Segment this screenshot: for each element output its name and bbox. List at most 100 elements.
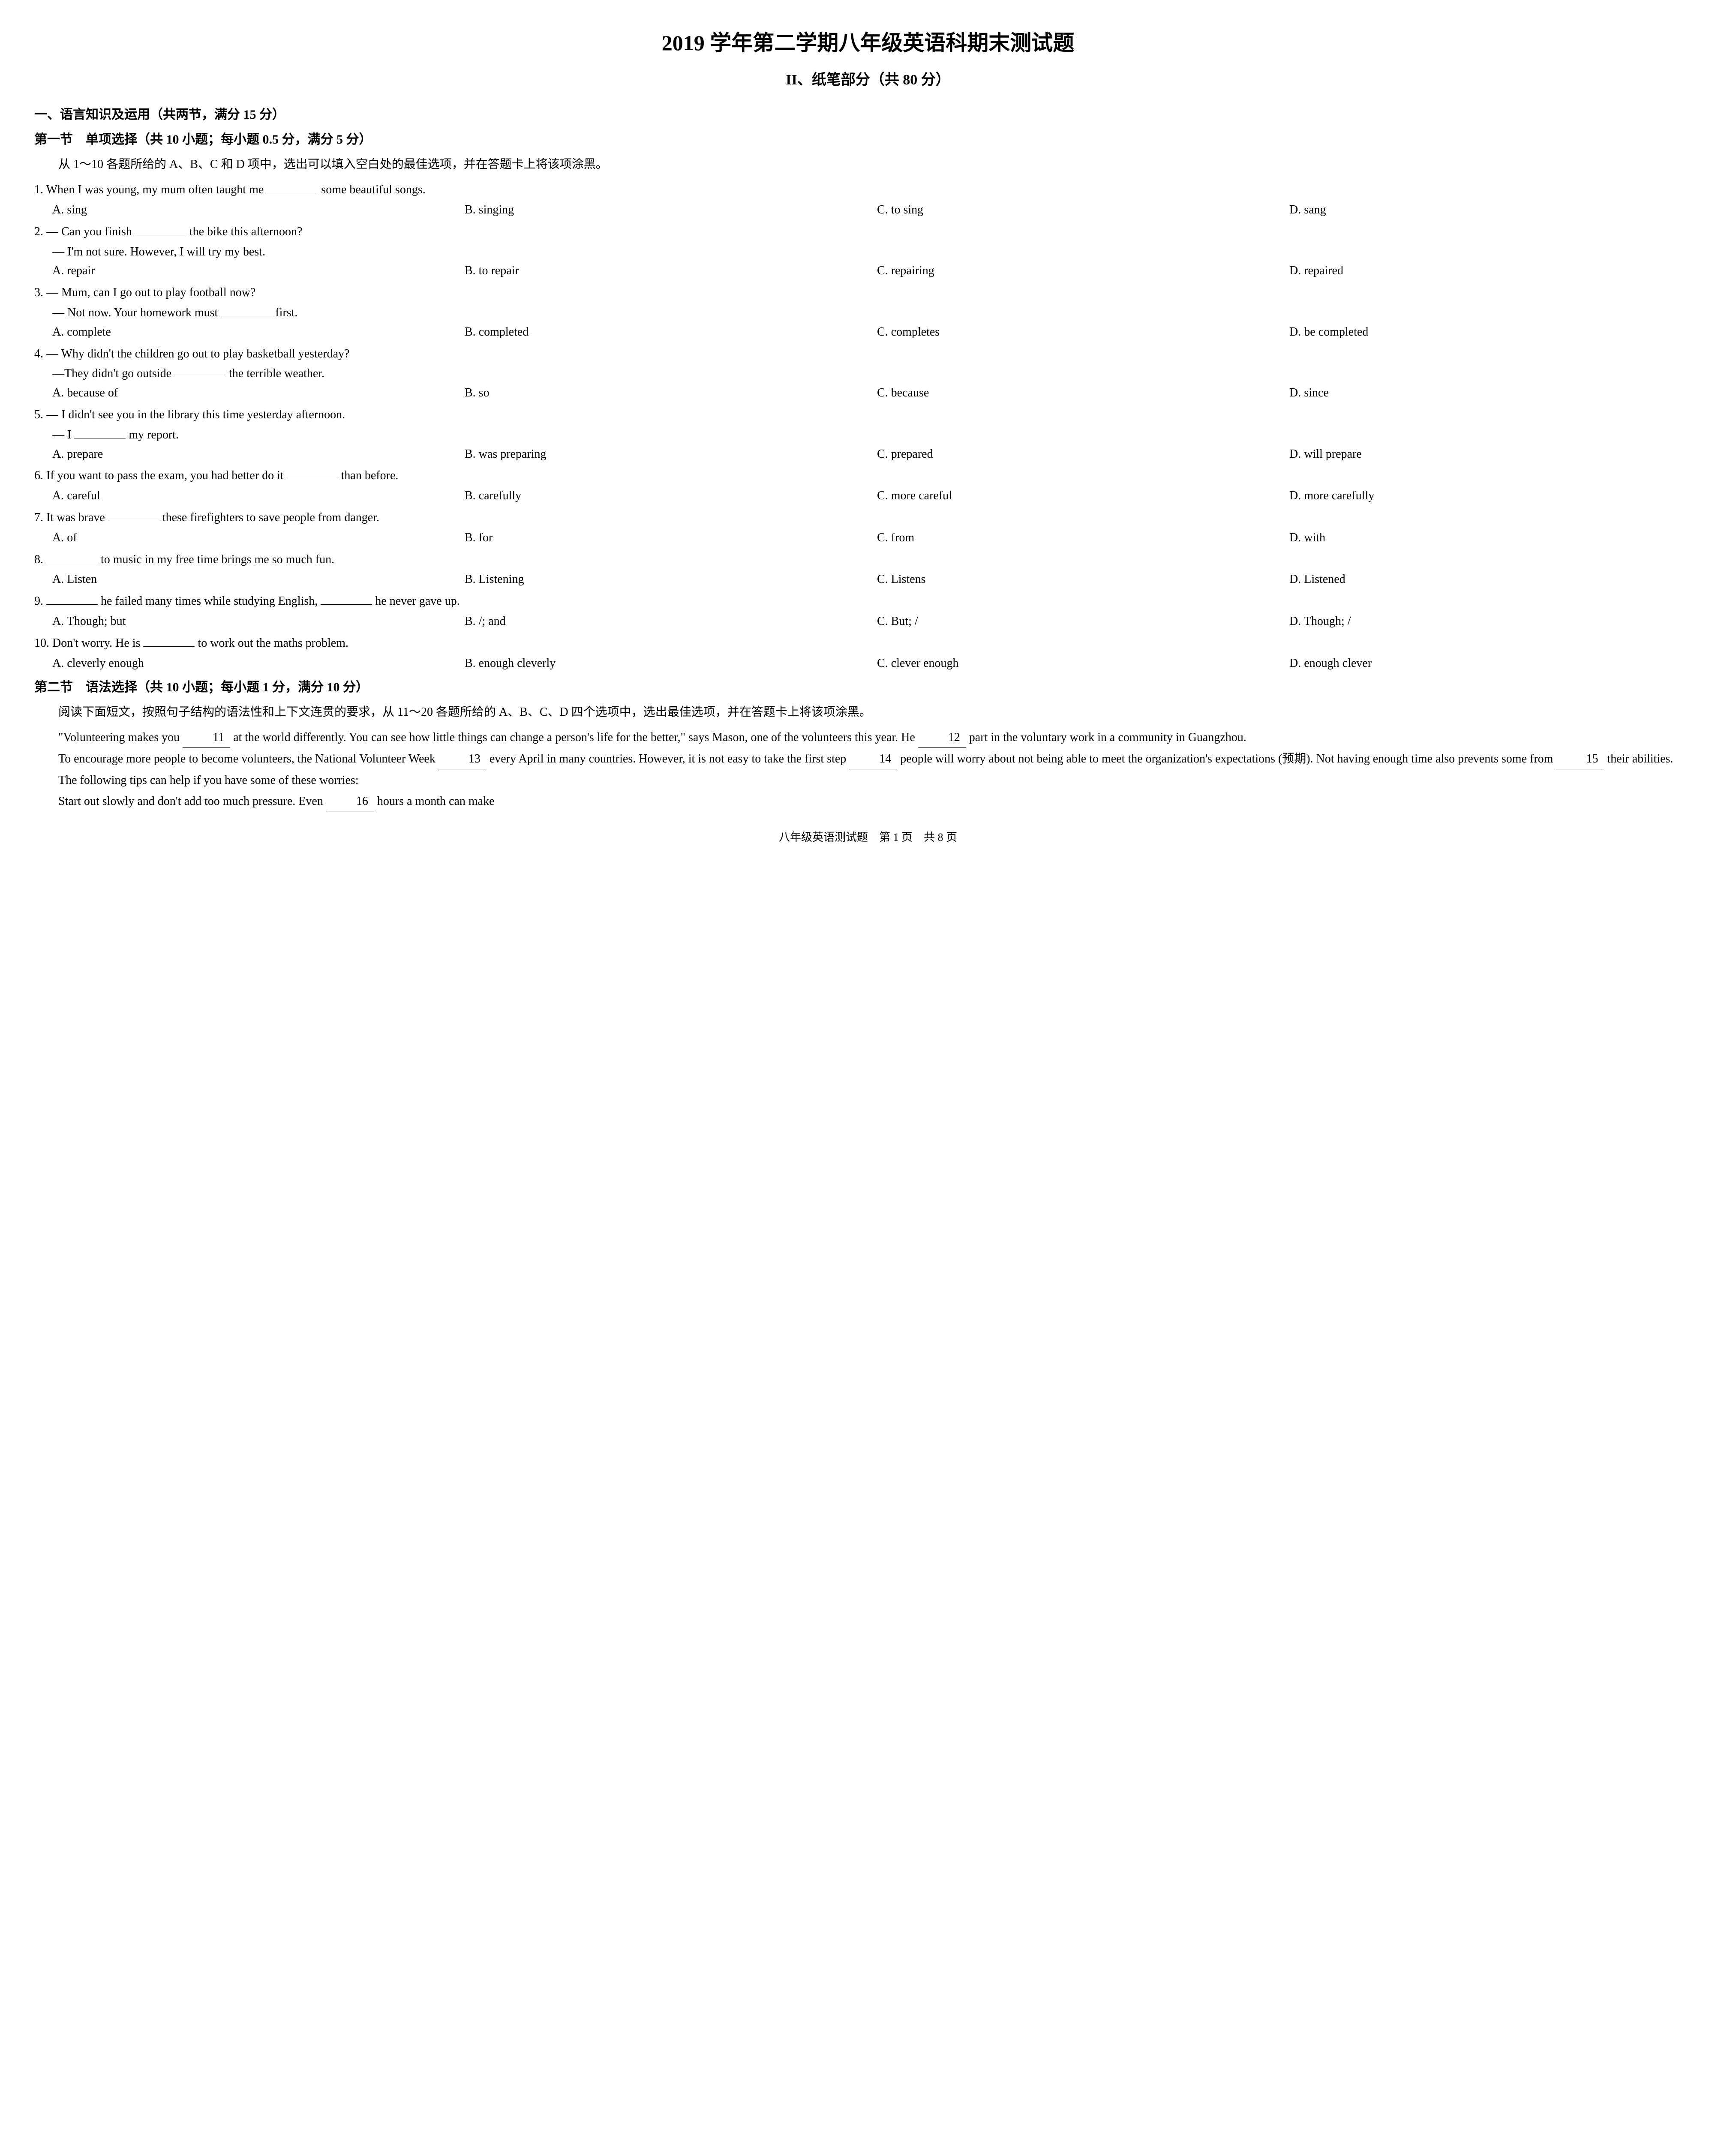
choice-c[interactable]: C. to sing bbox=[877, 201, 1289, 220]
page-subtitle: II、纸笔部分（共 80 分） bbox=[34, 69, 1702, 92]
choice-b[interactable]: B. so bbox=[465, 384, 877, 403]
question-number: 6. bbox=[34, 469, 46, 482]
choice-b[interactable]: B. carefully bbox=[465, 486, 877, 506]
blank bbox=[321, 592, 372, 605]
choice-b[interactable]: B. /; and bbox=[465, 612, 877, 631]
question: 4. — Why didn't the children go out to p… bbox=[34, 345, 1702, 403]
choice-b[interactable]: B. for bbox=[465, 528, 877, 548]
question-number: 1. bbox=[34, 183, 46, 196]
question-text: first. bbox=[272, 306, 297, 319]
choice-a[interactable]: A. prepare bbox=[52, 445, 465, 464]
choices-row: A. completeB. completedC. completesD. be… bbox=[52, 323, 1702, 342]
choice-a[interactable]: A. careful bbox=[52, 486, 465, 506]
choice-c[interactable]: C. more careful bbox=[877, 486, 1289, 506]
question-stem: 9. he failed many times while studying E… bbox=[34, 592, 1702, 611]
choice-a[interactable]: A. complete bbox=[52, 323, 465, 342]
question: 5. — I didn't see you in the library thi… bbox=[34, 405, 1702, 464]
blank bbox=[267, 181, 318, 193]
blank-15: 15 bbox=[1556, 750, 1604, 769]
page-title: 2019 学年第二学期八年级英语科期末测试题 bbox=[34, 26, 1702, 60]
question-number: 3. bbox=[34, 286, 46, 299]
question-number: 9. bbox=[34, 594, 46, 608]
choice-a[interactable]: A. of bbox=[52, 528, 465, 548]
blank bbox=[174, 365, 226, 377]
question-text: If you want to pass the exam, you had be… bbox=[46, 469, 287, 482]
part2-heading: 第二节 语法选择（共 10 小题；每小题 1 分，满分 10 分） bbox=[34, 677, 1702, 698]
choice-b[interactable]: B. Listening bbox=[465, 570, 877, 589]
question-text: — I didn't see you in the library this t… bbox=[46, 408, 345, 421]
choices-row: A. ofB. forC. fromD. with bbox=[52, 528, 1702, 548]
choice-b[interactable]: B. to repair bbox=[465, 261, 877, 281]
choice-c[interactable]: C. clever enough bbox=[877, 654, 1289, 673]
choice-a[interactable]: A. sing bbox=[52, 201, 465, 220]
choice-a[interactable]: A. Listen bbox=[52, 570, 465, 589]
choice-d[interactable]: D. enough clever bbox=[1289, 654, 1702, 673]
questions-container: 1. When I was young, my mum often taught… bbox=[34, 180, 1702, 673]
question: 10. Don't worry. He is to work out the m… bbox=[34, 634, 1702, 673]
choice-c[interactable]: C. But; / bbox=[877, 612, 1289, 631]
choice-c[interactable]: C. completes bbox=[877, 323, 1289, 342]
question-stem: 7. It was brave these firefighters to sa… bbox=[34, 508, 1702, 528]
choice-d[interactable]: D. with bbox=[1289, 528, 1702, 548]
question-stem: 8. to music in my free time brings me so… bbox=[34, 550, 1702, 570]
question-text: these firefighters to save people from d… bbox=[159, 511, 379, 524]
choices-row: A. Though; butB. /; andC. But; /D. Thoug… bbox=[52, 612, 1702, 631]
choice-c[interactable]: C. because bbox=[877, 384, 1289, 403]
choice-d[interactable]: D. more carefully bbox=[1289, 486, 1702, 506]
passage-p1: "Volunteering makes you 11 at the world … bbox=[34, 728, 1702, 748]
question-text: to music in my free time brings me so mu… bbox=[98, 553, 334, 566]
question-number: 8. bbox=[34, 553, 46, 566]
choice-b[interactable]: B. was preparing bbox=[465, 445, 877, 464]
question-stem: 6. If you want to pass the exam, you had… bbox=[34, 466, 1702, 486]
question-text: some beautiful songs. bbox=[318, 183, 425, 196]
question-text: — Why didn't the children go out to play… bbox=[46, 347, 349, 360]
p2d: their abilities. bbox=[1604, 752, 1673, 765]
blank bbox=[135, 223, 186, 235]
choices-row: A. prepareB. was preparingC. preparedD. … bbox=[52, 445, 1702, 464]
choice-a[interactable]: A. Though; but bbox=[52, 612, 465, 631]
question-number: 4. bbox=[34, 347, 46, 360]
blank bbox=[108, 509, 159, 521]
question: 3. — Mum, can I go out to play football … bbox=[34, 283, 1702, 342]
blank-11: 11 bbox=[183, 728, 230, 748]
choice-b[interactable]: B. completed bbox=[465, 323, 877, 342]
choice-a[interactable]: A. cleverly enough bbox=[52, 654, 465, 673]
p2a: To encourage more people to become volun… bbox=[58, 752, 439, 765]
choice-d[interactable]: D. Though; / bbox=[1289, 612, 1702, 631]
choice-d[interactable]: D. sang bbox=[1289, 201, 1702, 220]
question-stem: 2. — Can you finish the bike this aftern… bbox=[34, 222, 1702, 242]
question-text: my report. bbox=[126, 428, 179, 441]
question: 8. to music in my free time brings me so… bbox=[34, 550, 1702, 590]
question: 1. When I was young, my mum often taught… bbox=[34, 180, 1702, 220]
choice-c[interactable]: C. prepared bbox=[877, 445, 1289, 464]
choice-b[interactable]: B. singing bbox=[465, 201, 877, 220]
question-stem: 3. — Mum, can I go out to play football … bbox=[34, 283, 1702, 303]
choice-d[interactable]: D. since bbox=[1289, 384, 1702, 403]
choice-c[interactable]: C. repairing bbox=[877, 261, 1289, 281]
question-text: he failed many times while studying Engl… bbox=[98, 594, 321, 608]
question-text: — I bbox=[52, 428, 74, 441]
choice-b[interactable]: B. enough cleverly bbox=[465, 654, 877, 673]
p1b: at the world differently. You can see ho… bbox=[230, 731, 918, 744]
choice-a[interactable]: A. because of bbox=[52, 384, 465, 403]
question-text: — Mum, can I go out to play football now… bbox=[46, 286, 255, 299]
question-text: When I was young, my mum often taught me bbox=[46, 183, 267, 196]
section1-heading: 一、语言知识及运用（共两节，满分 15 分） bbox=[34, 105, 1702, 125]
part1-heading: 第一节 单项选择（共 10 小题；每小题 0.5 分，满分 5 分） bbox=[34, 129, 1702, 150]
choice-c[interactable]: C. from bbox=[877, 528, 1289, 548]
question-text: the terrible weather. bbox=[226, 367, 324, 380]
choice-d[interactable]: D. will prepare bbox=[1289, 445, 1702, 464]
question-extra-line: — I my report. bbox=[52, 426, 1702, 445]
choices-row: A. carefulB. carefullyC. more carefulD. … bbox=[52, 486, 1702, 506]
choices-row: A. repairB. to repairC. repairingD. repa… bbox=[52, 261, 1702, 281]
question-text: than before. bbox=[338, 469, 399, 482]
choice-d[interactable]: D. repaired bbox=[1289, 261, 1702, 281]
choice-a[interactable]: A. repair bbox=[52, 261, 465, 281]
p4a: Start out slowly and don't add too much … bbox=[58, 795, 326, 808]
choice-c[interactable]: C. Listens bbox=[877, 570, 1289, 589]
choice-d[interactable]: D. Listened bbox=[1289, 570, 1702, 589]
question-number: 7. bbox=[34, 511, 46, 524]
question-text: to work out the maths problem. bbox=[195, 636, 348, 650]
question-stem: 4. — Why didn't the children go out to p… bbox=[34, 345, 1702, 364]
choice-d[interactable]: D. be completed bbox=[1289, 323, 1702, 342]
